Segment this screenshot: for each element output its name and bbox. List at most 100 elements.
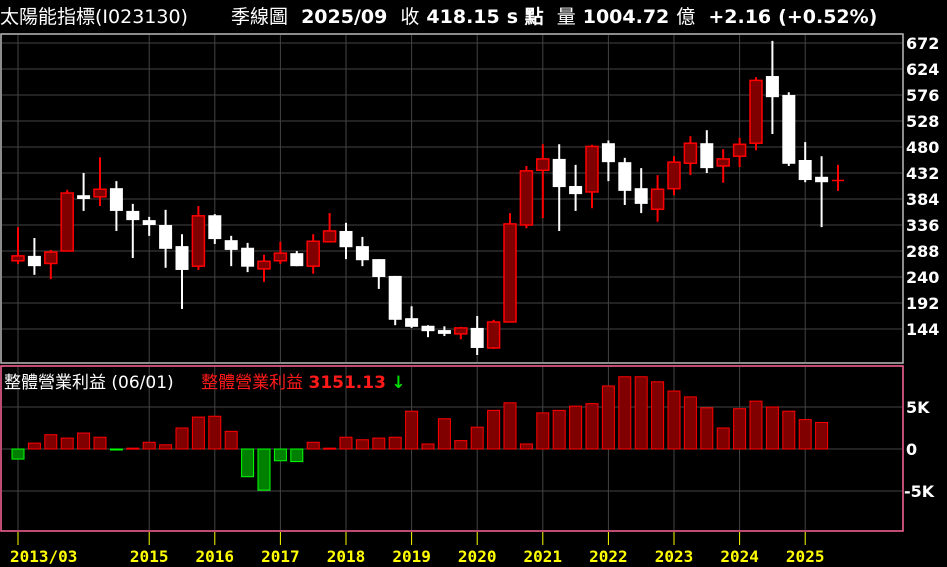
candle-body [142,220,156,225]
candle [339,222,353,260]
income-bar [552,409,566,450]
y-tick-label: 5K [906,398,930,417]
income-bar [569,405,583,450]
x-tick-label: 2025 [786,547,825,566]
candle-body [77,195,91,199]
income-bar [634,376,648,450]
candle [486,319,501,350]
candle-body [765,76,779,98]
change-percent: (+0.52%) [778,6,878,28]
candle [454,326,468,340]
candle [421,325,435,338]
income-bar [487,409,501,450]
candle [405,306,419,328]
income-bar [159,444,173,450]
income-bar [519,443,533,450]
candle-body [372,259,386,277]
candle [388,275,402,326]
y-tick-label: 672 [906,34,939,53]
candle [765,40,779,134]
income-bar [815,422,829,450]
quote-date: 2025/09 [301,6,388,28]
candle [437,326,451,337]
volume-unit: 億 [676,6,696,28]
candle [372,259,386,289]
y-tick-label: 624 [906,60,939,79]
income-bar [405,410,419,450]
income-bar [306,441,320,450]
income-bar [109,448,123,451]
x-tick-label: 2020 [458,547,497,566]
candle-body [241,247,255,267]
income-bar [700,407,714,450]
y-tick-label: 192 [906,294,939,313]
y-tick-label: 384 [906,190,939,209]
candle [716,149,730,183]
y-tick-label: 288 [906,242,939,261]
income-bar [749,400,763,450]
candle-body [454,327,468,335]
candle-body [355,246,369,261]
x-tick-label: 2016 [196,547,235,566]
candle-body [159,225,173,249]
income-bar [421,443,435,450]
income-bar [273,448,287,462]
income-bar [388,436,402,450]
candle-body [421,325,435,332]
candle-body [798,160,812,181]
candle-body [109,188,123,211]
volume-value: 1004.72 [582,6,670,28]
candle [569,164,583,211]
income-bar [27,442,41,450]
candle-body [716,158,730,167]
candle [44,249,58,280]
candle-body [815,176,829,183]
x-tick-label: 2022 [589,547,628,566]
income-bar [224,430,238,450]
income-bar [77,432,91,450]
candle [815,156,829,228]
candle-body [388,275,402,320]
candle-body [191,215,206,267]
income-bar [716,427,730,450]
candle-body [437,330,451,334]
candle [109,181,123,231]
candle [142,216,156,236]
candle-body [11,255,25,262]
change-value: +2.16 [708,6,772,28]
x-tick-label: 2018 [327,547,366,566]
candle [832,164,844,191]
candle-body [208,215,222,240]
series-value: 3151.13 [308,373,386,393]
candle [650,175,665,222]
candle [683,136,698,176]
close-label: 收 [400,6,420,28]
candle [77,173,91,211]
candle [27,238,41,275]
candle-body [650,188,665,211]
candle-body [667,161,681,190]
x-tick-label: 2015 [130,547,169,566]
sub-panel-border [0,365,904,532]
candle-body [683,142,698,164]
period-type[interactable]: 季線圖 [231,6,289,28]
candle-body [470,327,484,348]
candle-body [552,158,566,188]
income-bar [257,448,271,491]
income-bar [60,437,74,450]
income-bar [191,416,205,450]
income-bar [437,418,451,450]
candle [322,213,337,243]
candle-body [27,255,41,267]
x-tick-label: 2013/03 [10,547,77,566]
income-bar [733,408,747,450]
y-tick-label: 432 [906,164,939,183]
candle-body [700,143,714,169]
y-tick-label: 480 [906,138,939,157]
close-unit: s 點 [506,6,544,28]
candle [355,236,369,267]
income-bar [175,427,189,450]
candle-body [486,321,501,349]
candle [667,156,681,196]
